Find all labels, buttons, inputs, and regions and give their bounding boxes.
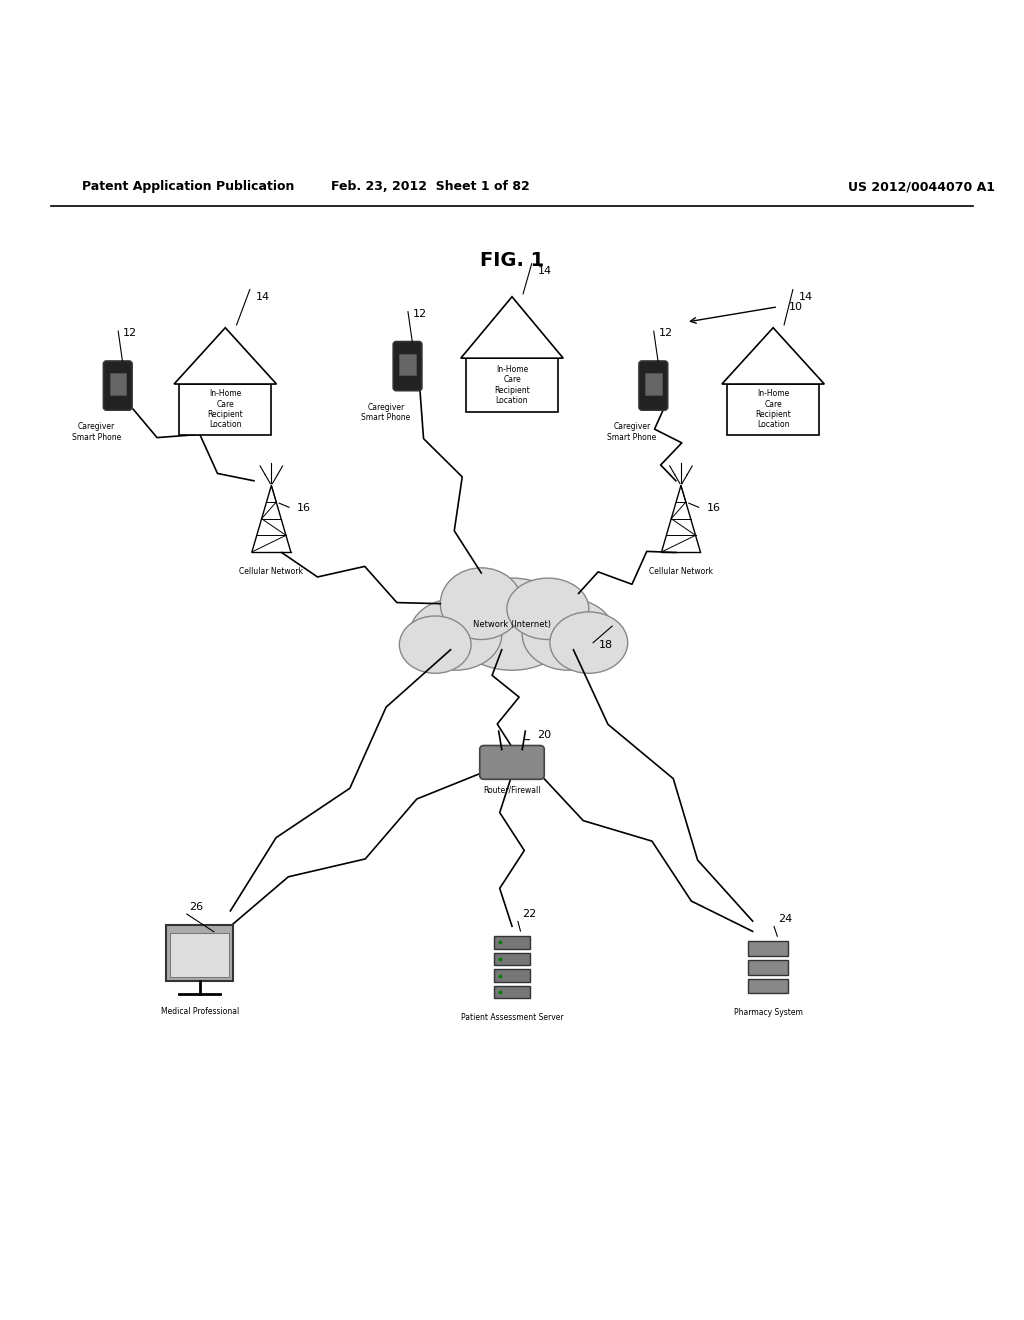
Text: 14: 14 — [256, 292, 270, 302]
Text: 14: 14 — [538, 267, 552, 276]
FancyBboxPatch shape — [103, 360, 132, 411]
Text: 10: 10 — [788, 302, 803, 312]
Text: Patent Application Publication: Patent Application Publication — [82, 181, 294, 194]
FancyBboxPatch shape — [393, 342, 422, 391]
FancyBboxPatch shape — [639, 360, 668, 411]
Bar — [166, 925, 233, 981]
Bar — [110, 374, 126, 395]
Polygon shape — [174, 327, 276, 384]
Ellipse shape — [451, 578, 573, 671]
Text: 12: 12 — [123, 329, 137, 338]
Bar — [748, 941, 788, 956]
Text: FIG. 1: FIG. 1 — [480, 251, 544, 271]
Bar — [494, 986, 530, 998]
Text: Caregiver
Smart Phone: Caregiver Smart Phone — [72, 422, 121, 442]
Text: 24: 24 — [778, 913, 793, 924]
Text: 16: 16 — [707, 503, 721, 513]
Bar — [170, 933, 229, 977]
Ellipse shape — [399, 616, 471, 673]
Text: Cellular Network: Cellular Network — [240, 568, 303, 577]
Ellipse shape — [550, 612, 628, 673]
Bar — [466, 358, 558, 412]
Ellipse shape — [522, 598, 614, 671]
Text: 12: 12 — [658, 329, 673, 338]
Text: 22: 22 — [522, 908, 537, 919]
Text: Patient Assessment Server: Patient Assessment Server — [461, 1012, 563, 1022]
Ellipse shape — [440, 568, 522, 639]
Text: 16: 16 — [297, 503, 311, 513]
Text: 18: 18 — [599, 640, 613, 649]
Polygon shape — [461, 297, 563, 358]
Text: In-Home
Care
Recipient
Location: In-Home Care Recipient Location — [208, 389, 243, 429]
Text: 26: 26 — [189, 903, 204, 912]
Text: Router/Firewall: Router/Firewall — [483, 785, 541, 795]
Text: Caregiver
Smart Phone: Caregiver Smart Phone — [607, 422, 656, 442]
Text: Caregiver
Smart Phone: Caregiver Smart Phone — [361, 403, 411, 422]
Bar — [494, 953, 530, 965]
Bar — [748, 978, 788, 994]
Bar — [399, 354, 416, 375]
FancyBboxPatch shape — [479, 746, 545, 779]
Text: Pharmacy System: Pharmacy System — [733, 1007, 803, 1016]
Bar — [645, 374, 662, 395]
Text: Medical Professional: Medical Professional — [161, 1007, 239, 1016]
Text: 12: 12 — [413, 309, 427, 319]
Ellipse shape — [507, 578, 589, 639]
Bar — [494, 969, 530, 982]
Bar — [494, 936, 530, 949]
Text: 20: 20 — [538, 730, 552, 741]
Text: Feb. 23, 2012  Sheet 1 of 82: Feb. 23, 2012 Sheet 1 of 82 — [331, 181, 529, 194]
Ellipse shape — [410, 598, 502, 671]
Bar — [727, 384, 819, 434]
Text: Network (Internet): Network (Internet) — [473, 619, 551, 628]
Bar — [179, 384, 271, 434]
Text: In-Home
Care
Recipient
Location: In-Home Care Recipient Location — [756, 389, 791, 429]
Text: Cellular Network: Cellular Network — [649, 568, 713, 577]
Text: US 2012/0044070 A1: US 2012/0044070 A1 — [848, 181, 995, 194]
Bar — [748, 960, 788, 974]
Text: 14: 14 — [799, 292, 813, 302]
Polygon shape — [722, 327, 824, 384]
Text: In-Home
Care
Recipient
Location: In-Home Care Recipient Location — [495, 364, 529, 405]
